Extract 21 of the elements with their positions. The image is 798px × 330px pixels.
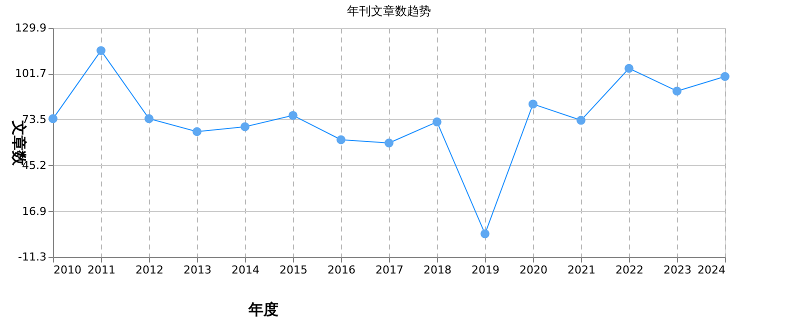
x-tick-label: 2014 — [232, 264, 260, 276]
x-tick-label: 2017 — [376, 264, 404, 276]
x-tick-label: 2018 — [424, 264, 452, 276]
y-tick-label: 129.9 — [15, 22, 46, 34]
x-tick-label: 2015 — [280, 264, 308, 276]
x-tick-label: 2019 — [472, 264, 500, 276]
x-tick-label: 2024 — [698, 264, 726, 276]
y-tick-label: 101.7 — [15, 67, 46, 80]
x-tick-label: 2016 — [328, 264, 356, 276]
y-tick-label: 16.9 — [22, 204, 46, 218]
x-tick-label: 2022 — [616, 264, 644, 276]
x-axis-title: 年度 — [248, 300, 278, 318]
x-tick-label: 2012 — [136, 264, 164, 276]
x-tick-label: 2023 — [664, 264, 692, 276]
x-tick-label: 2021 — [568, 264, 596, 276]
x-tick-label: 2013 — [184, 264, 212, 276]
chart-title: 年刊文章数趋势 — [347, 4, 431, 18]
x-tick-label: 2010 — [54, 264, 82, 276]
x-tick-label: 2020 — [520, 264, 548, 276]
x-tick-label: 2011 — [88, 264, 116, 276]
y-tick-label: -11.3 — [18, 250, 46, 264]
